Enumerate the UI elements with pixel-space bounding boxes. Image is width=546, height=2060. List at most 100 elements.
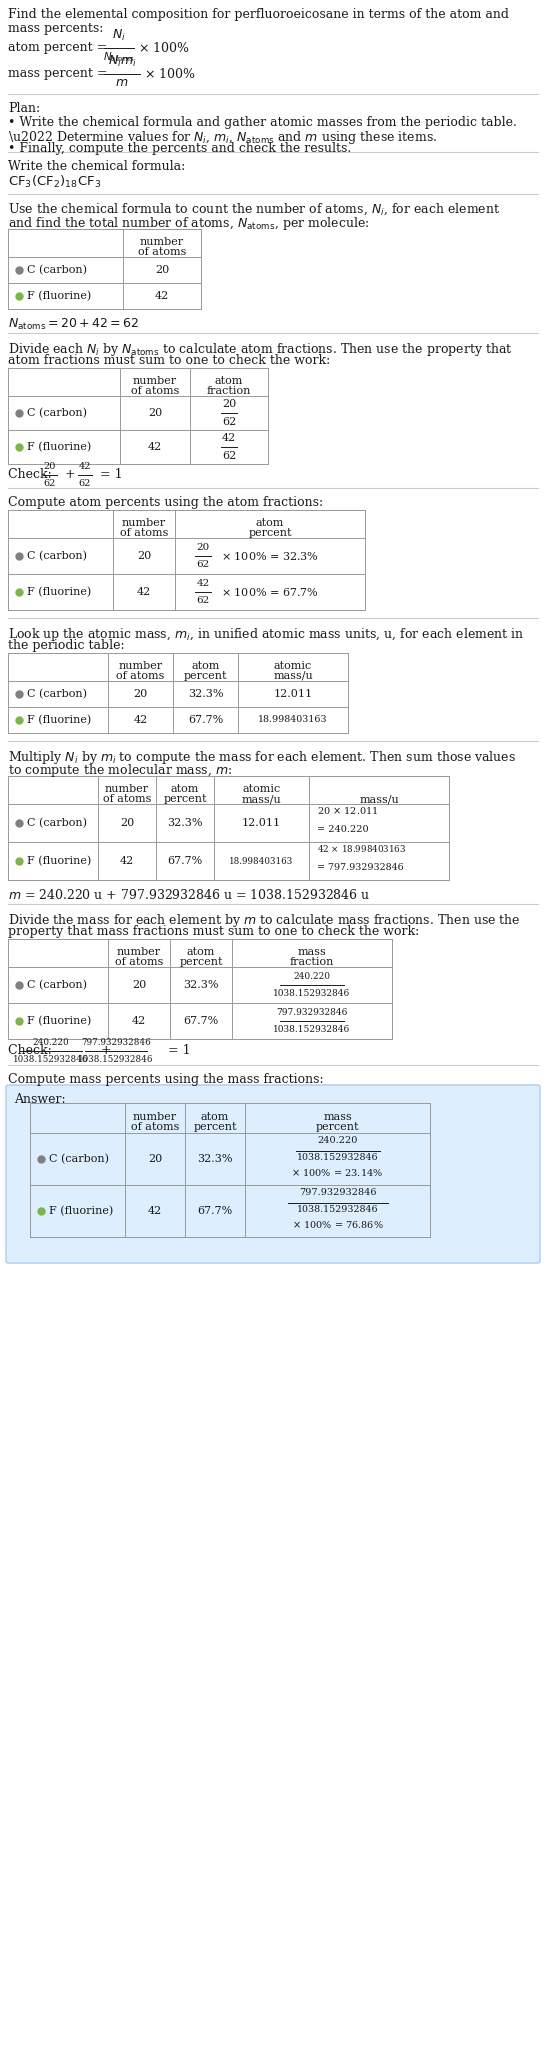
Text: 240.220: 240.220	[317, 1135, 358, 1145]
Text: 62: 62	[79, 480, 91, 488]
Text: 42: 42	[132, 1016, 146, 1026]
Text: +: +	[101, 1044, 111, 1057]
Text: C (carbon): C (carbon)	[27, 688, 87, 698]
Text: $\times$ 100% = 67.7%: $\times$ 100% = 67.7%	[221, 585, 319, 597]
Text: • Finally, compute the percents and check the results.: • Finally, compute the percents and chec…	[8, 142, 351, 154]
Text: mass/u: mass/u	[359, 793, 399, 803]
Text: 67.7%: 67.7%	[183, 1016, 218, 1026]
Text: $\times$ 100%: $\times$ 100%	[144, 68, 195, 80]
Text: number: number	[122, 517, 166, 527]
Text: Multiply $N_i$ by $m_i$ to compute the mass for each element. Then sum those val: Multiply $N_i$ by $m_i$ to compute the m…	[8, 750, 516, 766]
Text: 797.932932846: 797.932932846	[276, 1007, 348, 1018]
Text: fraction: fraction	[290, 958, 334, 966]
Text: Compute atom percents using the atom fractions:: Compute atom percents using the atom fra…	[8, 496, 323, 509]
Text: mass: mass	[298, 948, 327, 958]
Text: C (carbon): C (carbon)	[27, 550, 87, 560]
Text: +: +	[65, 468, 76, 482]
Text: 240.220: 240.220	[33, 1038, 69, 1046]
Text: of atoms: of atoms	[131, 1123, 179, 1133]
Text: $m$ = 240.220 u + 797.932932846 u = 1038.152932846 u: $m$ = 240.220 u + 797.932932846 u = 1038…	[8, 888, 370, 902]
Text: 67.7%: 67.7%	[188, 715, 223, 725]
Text: 42: 42	[222, 433, 236, 443]
Text: Answer:: Answer:	[14, 1094, 66, 1106]
Text: 62: 62	[222, 416, 236, 426]
Text: 1038.152932846: 1038.152932846	[274, 989, 351, 997]
Text: F (fluorine): F (fluorine)	[27, 441, 91, 451]
Text: atom: atom	[187, 948, 215, 958]
Text: Compute mass percents using the mass fractions:: Compute mass percents using the mass fra…	[8, 1073, 324, 1086]
Text: 42 $\times$ 18.998403163: 42 $\times$ 18.998403163	[317, 843, 406, 855]
Text: 20: 20	[148, 1154, 162, 1164]
Text: C (carbon): C (carbon)	[27, 408, 87, 418]
Text: mass: mass	[323, 1112, 352, 1123]
Text: fraction: fraction	[207, 385, 251, 396]
Text: = 240.220: = 240.220	[317, 824, 369, 834]
Text: atom: atom	[201, 1112, 229, 1123]
Text: C (carbon): C (carbon)	[27, 981, 87, 991]
Text: mass percents:: mass percents:	[8, 23, 103, 35]
Text: Write the chemical formula:: Write the chemical formula:	[8, 161, 185, 173]
Text: 12.011: 12.011	[274, 688, 312, 698]
Text: and find the total number of atoms, $N_\mathrm{atoms}$, per molecule:: and find the total number of atoms, $N_\…	[8, 214, 370, 233]
Text: atom percent =: atom percent =	[8, 41, 111, 54]
Text: $\times$ 100% = 76.86%: $\times$ 100% = 76.86%	[292, 1220, 383, 1230]
Text: percent: percent	[316, 1123, 359, 1133]
Text: of atoms: of atoms	[138, 247, 186, 258]
Text: 67.7%: 67.7%	[197, 1205, 233, 1215]
Text: • Write the chemical formula and gather atomic masses from the periodic table.: • Write the chemical formula and gather …	[8, 115, 517, 130]
Text: Check:: Check:	[8, 468, 56, 482]
Text: 1038.152932846: 1038.152932846	[296, 1154, 378, 1162]
Text: 32.3%: 32.3%	[188, 688, 223, 698]
Text: atomic: atomic	[242, 785, 281, 793]
Text: F (fluorine): F (fluorine)	[27, 855, 91, 865]
Text: 1038.152932846: 1038.152932846	[296, 1205, 378, 1213]
Text: \u2022 Determine values for $N_i$, $m_i$, $N_\mathrm{atoms}$ and $m$ using these: \u2022 Determine values for $N_i$, $m_i$…	[8, 130, 437, 146]
Text: 1038.152932846: 1038.152932846	[78, 1055, 154, 1065]
Text: $\times$ 100% = 32.3%: $\times$ 100% = 32.3%	[221, 550, 319, 562]
Text: percent: percent	[193, 1123, 237, 1133]
Text: atom: atom	[215, 377, 243, 385]
Text: 42: 42	[155, 290, 169, 301]
Text: 20: 20	[155, 266, 169, 274]
FancyBboxPatch shape	[6, 1086, 540, 1263]
Text: 42: 42	[120, 857, 134, 865]
Text: 20 $\times$ 12.011: 20 $\times$ 12.011	[317, 805, 378, 816]
Text: 20: 20	[148, 408, 162, 418]
Text: = 1: = 1	[100, 468, 123, 482]
Text: 42: 42	[148, 1205, 162, 1215]
Text: mass/u: mass/u	[242, 793, 281, 803]
Text: $N_\mathrm{atoms}$: $N_\mathrm{atoms}$	[103, 49, 135, 64]
Text: 20: 20	[197, 544, 210, 552]
Text: to compute the molecular mass, $m$:: to compute the molecular mass, $m$:	[8, 762, 232, 779]
Text: atom: atom	[171, 785, 199, 793]
Text: percent: percent	[179, 958, 223, 966]
Text: atomic: atomic	[274, 661, 312, 672]
Text: percent: percent	[184, 672, 227, 682]
Text: number: number	[105, 785, 149, 793]
Text: number: number	[140, 237, 184, 247]
Text: 67.7%: 67.7%	[168, 857, 203, 865]
Text: = 1: = 1	[168, 1044, 191, 1057]
Text: F (fluorine): F (fluorine)	[27, 587, 91, 597]
Text: F (fluorine): F (fluorine)	[49, 1205, 113, 1215]
Text: Find the elemental composition for perfluoroeicosane in terms of the atom and: Find the elemental composition for perfl…	[8, 8, 509, 21]
Text: 18.998403163: 18.998403163	[258, 715, 328, 725]
Text: percent: percent	[163, 793, 207, 803]
Text: of atoms: of atoms	[115, 958, 163, 966]
Text: of atoms: of atoms	[120, 527, 168, 538]
Text: Plan:: Plan:	[8, 103, 40, 115]
Text: property that mass fractions must sum to one to check the work:: property that mass fractions must sum to…	[8, 925, 419, 937]
Text: 62: 62	[197, 595, 210, 606]
Text: 240.220: 240.220	[294, 972, 330, 981]
Text: of atoms: of atoms	[116, 672, 165, 682]
Text: F (fluorine): F (fluorine)	[27, 290, 91, 301]
Text: Use the chemical formula to count the number of atoms, $N_i$, for each element: Use the chemical formula to count the nu…	[8, 202, 500, 218]
Text: $N_\mathrm{atoms} = 20 + 42 = 62$: $N_\mathrm{atoms} = 20 + 42 = 62$	[8, 317, 139, 332]
Text: Divide each $N_i$ by $N_\mathrm{atoms}$ to calculate atom fractions. Then use th: Divide each $N_i$ by $N_\mathrm{atoms}$ …	[8, 342, 513, 358]
Text: the periodic table:: the periodic table:	[8, 639, 124, 653]
Text: C (carbon): C (carbon)	[27, 266, 87, 276]
Text: 20: 20	[133, 688, 147, 698]
Text: Check:: Check:	[8, 1044, 56, 1057]
Text: mass percent =: mass percent =	[8, 68, 111, 80]
Text: 42: 42	[197, 579, 210, 587]
